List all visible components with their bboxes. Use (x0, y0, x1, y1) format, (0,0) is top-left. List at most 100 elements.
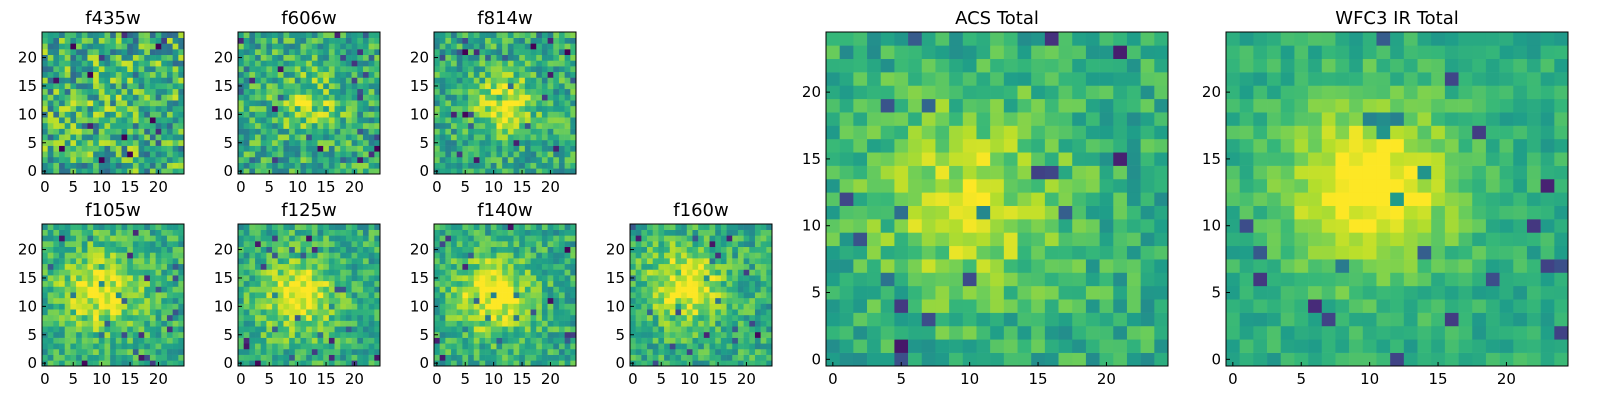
heatmap-cell (1003, 245, 1018, 260)
heatmap-cell (121, 49, 128, 56)
heatmap-cell (976, 232, 991, 247)
heatmap-cell (149, 94, 156, 101)
heatmap-cell (266, 122, 273, 129)
heatmap-cell (839, 232, 854, 247)
heatmap-cell (485, 71, 492, 78)
heatmap-cell (334, 94, 341, 101)
heatmap-cell (249, 229, 256, 236)
heatmap-cell (468, 292, 475, 299)
heatmap-cell (630, 314, 636, 321)
heatmap-cell (456, 320, 463, 327)
heatmap-cell (962, 192, 977, 206)
heatmap-cell (155, 303, 162, 310)
heatmap-cell (451, 117, 458, 124)
heatmap-cell (161, 241, 168, 248)
heatmap-cell (976, 312, 991, 327)
heatmap-cell (720, 309, 727, 316)
heatmap-cell (737, 235, 744, 242)
heatmap-cell (439, 60, 446, 67)
heatmap-cell (132, 241, 139, 248)
heatmap-cell (42, 66, 48, 73)
heatmap-cell (658, 224, 665, 230)
heatmap-cell (513, 269, 520, 276)
heatmap-cell (172, 151, 179, 158)
heatmap-cell (641, 326, 648, 333)
heatmap-cell (243, 252, 250, 259)
heatmap-cell (468, 354, 475, 361)
heatmap-cell (1003, 58, 1018, 73)
heatmap-cell (990, 72, 1005, 86)
heatmap-cell (451, 292, 458, 299)
heatmap-cell (178, 320, 185, 327)
heatmap-cell (64, 54, 71, 61)
heatmap-cell (547, 43, 554, 50)
heatmap-cell (76, 246, 83, 253)
heatmap-cell (439, 292, 446, 299)
heatmap-cell (127, 286, 134, 293)
heatmap-cell (277, 54, 284, 61)
heatmap-cell (64, 303, 71, 310)
heatmap-cell (541, 235, 548, 242)
heatmap-cell (749, 354, 756, 361)
heatmap-cell (703, 275, 710, 282)
heatmap-cell (138, 235, 145, 242)
heatmap-cell (490, 162, 497, 169)
heatmap-cell (374, 49, 381, 56)
panel-title: ACS Total (955, 8, 1039, 29)
heatmap-cell (1154, 352, 1169, 367)
heatmap-cell (161, 60, 168, 67)
heatmap-cell (277, 83, 284, 90)
heatmap-cell (558, 122, 565, 129)
heatmap-cell (434, 309, 440, 316)
heatmap-cell (115, 122, 122, 129)
heatmap-cell (490, 258, 497, 265)
heatmap-cell (445, 88, 452, 95)
heatmap-cell (306, 111, 313, 118)
heatmap-cell (962, 98, 977, 113)
heatmap-cell (374, 286, 381, 293)
heatmap-cell (766, 303, 773, 310)
heatmap-cell (243, 162, 250, 169)
heatmap-cell (880, 325, 895, 340)
heatmap-cell (132, 117, 139, 124)
heatmap-cell (564, 303, 571, 310)
heatmap-cell (87, 139, 94, 146)
heatmap-cell (323, 292, 330, 299)
heatmap-cell (658, 331, 665, 338)
heatmap-cell (726, 348, 733, 355)
heatmap-cell (530, 263, 537, 270)
heatmap-cell (766, 275, 773, 282)
heatmap-cell (462, 134, 469, 141)
heatmap-cell (749, 331, 756, 338)
heatmap-cell (255, 37, 262, 44)
heatmap-cell (462, 246, 469, 253)
heatmap-cell (255, 128, 262, 135)
heatmap-cell (434, 263, 440, 270)
heatmap-cell (502, 128, 509, 135)
heatmap-cell (300, 66, 307, 73)
heatmap-cell (519, 314, 526, 321)
heatmap-cell (496, 246, 503, 253)
heatmap-cell (473, 37, 480, 44)
heatmap-cell (172, 269, 179, 276)
heatmap-cell (115, 151, 122, 158)
heatmap-cell (473, 303, 480, 310)
heatmap-cell (726, 331, 733, 338)
heatmap-cell (47, 309, 54, 316)
heatmap-cell (115, 88, 122, 95)
heatmap-cell (502, 37, 509, 44)
heatmap-cell (479, 134, 486, 141)
heatmap-cell (53, 360, 60, 367)
heatmap-cell (110, 139, 117, 146)
heatmap-cell (630, 320, 636, 327)
heatmap-cell (277, 128, 284, 135)
heatmap-cell (715, 337, 722, 344)
heatmap-cell (289, 117, 296, 124)
heatmap-cell (681, 229, 688, 236)
heatmap-cell (328, 77, 335, 84)
heatmap-cell (530, 297, 537, 304)
heatmap-cell (519, 134, 526, 141)
heatmap-cell (289, 292, 296, 299)
heatmap-cell (149, 252, 156, 259)
heatmap-cell (121, 100, 128, 107)
